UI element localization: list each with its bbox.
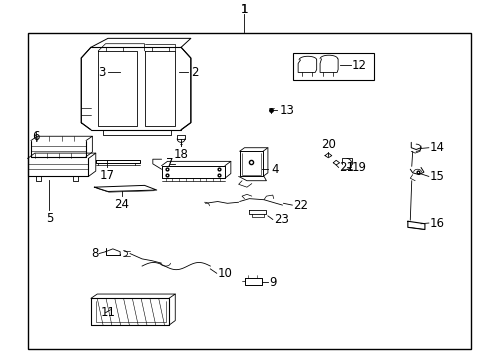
Text: 2: 2	[190, 66, 198, 79]
Text: 14: 14	[429, 141, 444, 154]
Text: 23: 23	[273, 213, 288, 226]
Text: 10: 10	[217, 267, 232, 280]
Text: 20: 20	[320, 138, 335, 151]
Text: 15: 15	[429, 170, 444, 183]
Text: 11: 11	[101, 306, 116, 319]
Text: 6: 6	[32, 130, 40, 143]
Text: 8: 8	[91, 247, 98, 260]
Text: 4: 4	[271, 163, 278, 176]
Text: 24: 24	[114, 198, 129, 211]
Bar	[27, 33, 470, 348]
Text: 17: 17	[99, 169, 114, 182]
Text: 1: 1	[240, 3, 248, 16]
Text: 9: 9	[268, 276, 276, 289]
Text: 19: 19	[351, 161, 366, 174]
Text: 13: 13	[279, 104, 294, 117]
Text: 21: 21	[339, 161, 354, 174]
Text: 1: 1	[240, 3, 248, 16]
Text: 16: 16	[429, 216, 444, 230]
Bar	[293, 53, 373, 80]
Text: 5: 5	[46, 212, 53, 225]
Text: 12: 12	[351, 59, 366, 72]
Text: 3: 3	[98, 66, 105, 79]
Text: 18: 18	[173, 148, 188, 161]
Text: 7: 7	[166, 157, 174, 170]
Text: 22: 22	[293, 199, 307, 212]
